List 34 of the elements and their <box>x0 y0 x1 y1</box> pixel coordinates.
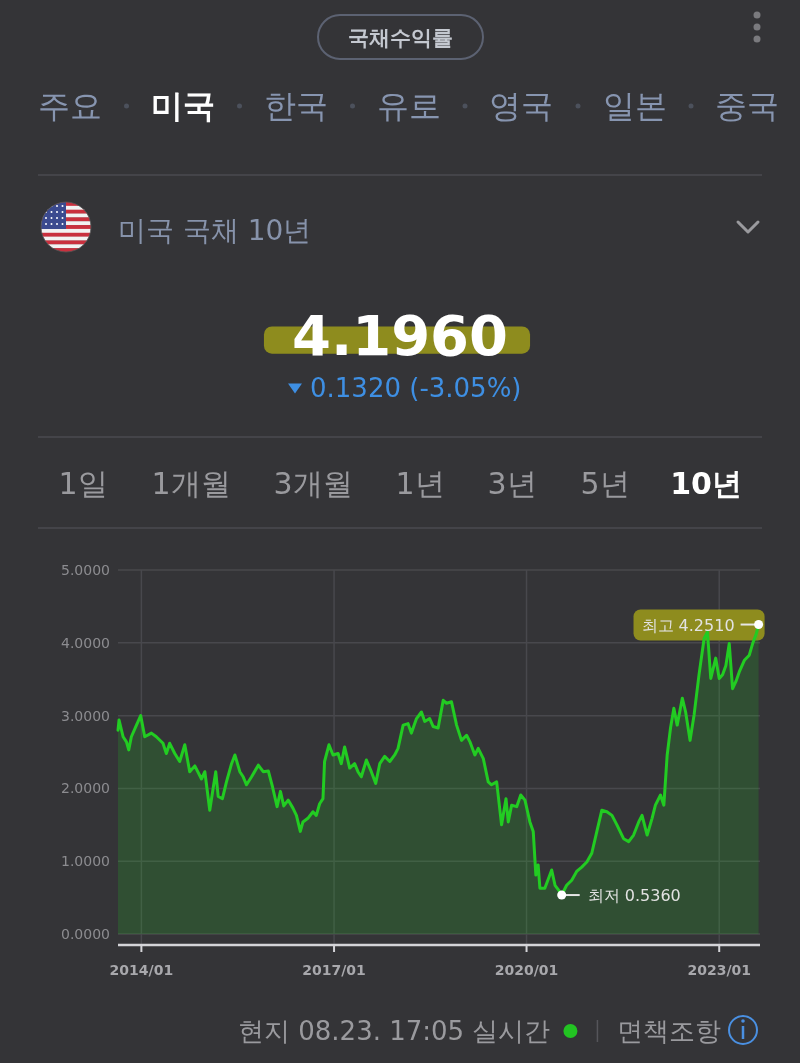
x-tick-label: 2014/01 <box>109 962 174 978</box>
y-tick-label: 3.0000 <box>61 707 110 724</box>
y-tick-label: 2.0000 <box>61 780 110 797</box>
text: 영국 <box>489 87 553 125</box>
x-tick-label: 2020/01 <box>494 962 559 978</box>
annotation: 최저 0.5360 <box>587 886 681 906</box>
annotation: 최고 4.2510 <box>641 615 735 635</box>
chart-subtitle: 4.1960 <box>291 303 509 368</box>
text: 0.1320 (-3.05%) <box>310 373 522 403</box>
y-tick-label: 0.0000 <box>61 926 110 943</box>
x-tick-label: 2017/01 <box>302 962 366 978</box>
note: 최저 0.5360 <box>557 886 681 906</box>
text: 3개월 <box>273 466 353 501</box>
text: 현지 08.23. 17:05 실시간 <box>238 1016 551 1046</box>
text: 미국 <box>151 87 215 125</box>
text: 중국 <box>715 87 779 125</box>
text: 국채수익률 <box>347 26 453 50</box>
text: 면책조항 <box>617 1016 721 1046</box>
text: 3년 <box>487 466 537 501</box>
text: 10년 <box>670 466 742 501</box>
text: 5년 <box>580 466 630 501</box>
y-tick-label: 1.0000 <box>61 853 110 870</box>
text: 1일 <box>58 466 108 501</box>
text: 1년 <box>395 466 445 501</box>
y-tick-label: 4.0000 <box>61 634 110 651</box>
text: 유로 <box>377 87 441 125</box>
text: 한국 <box>264 87 328 125</box>
text: 1개월 <box>151 466 231 501</box>
text: 주요 <box>38 87 102 125</box>
y-tick-label: 5.0000 <box>61 562 110 578</box>
text: 일본 <box>603 87 667 125</box>
x-tick-label: 2023/01 <box>687 962 751 978</box>
chart-title: 미국 국채 10년 <box>118 214 312 247</box>
note: 최고 4.2510 <box>641 615 764 635</box>
